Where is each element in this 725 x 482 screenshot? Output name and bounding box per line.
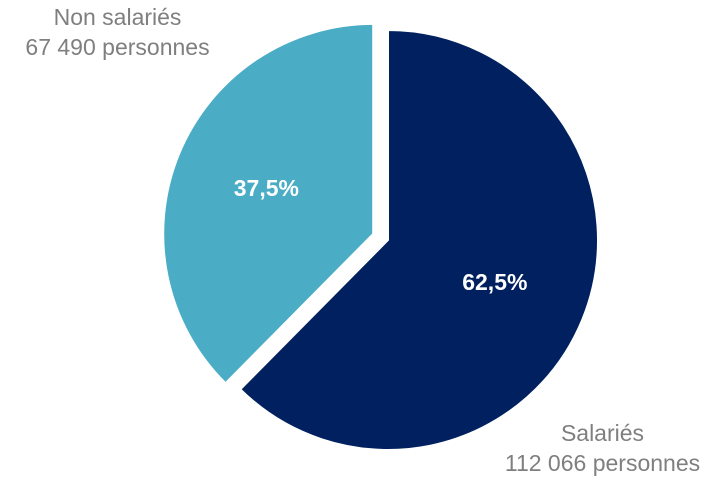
non-salaries-name: Non salariés: [53, 4, 182, 30]
pie-slice-salaries: [238, 28, 599, 451]
salaries-name: Salariés: [560, 420, 645, 446]
salaries-category-label: Salariés 112 066 personnes: [480, 418, 725, 478]
percent-label-salaries: 62,5%: [462, 269, 527, 295]
salaries-count: 112 066 personnes: [504, 450, 701, 476]
pie-slice-non-salaries: [162, 22, 375, 385]
non-salaries-count: 67 490 personnes: [25, 34, 210, 60]
percent-label-non-salaries: 37,5%: [234, 175, 299, 201]
non-salaries-category-label: Non salariés 67 490 personnes: [0, 2, 235, 62]
